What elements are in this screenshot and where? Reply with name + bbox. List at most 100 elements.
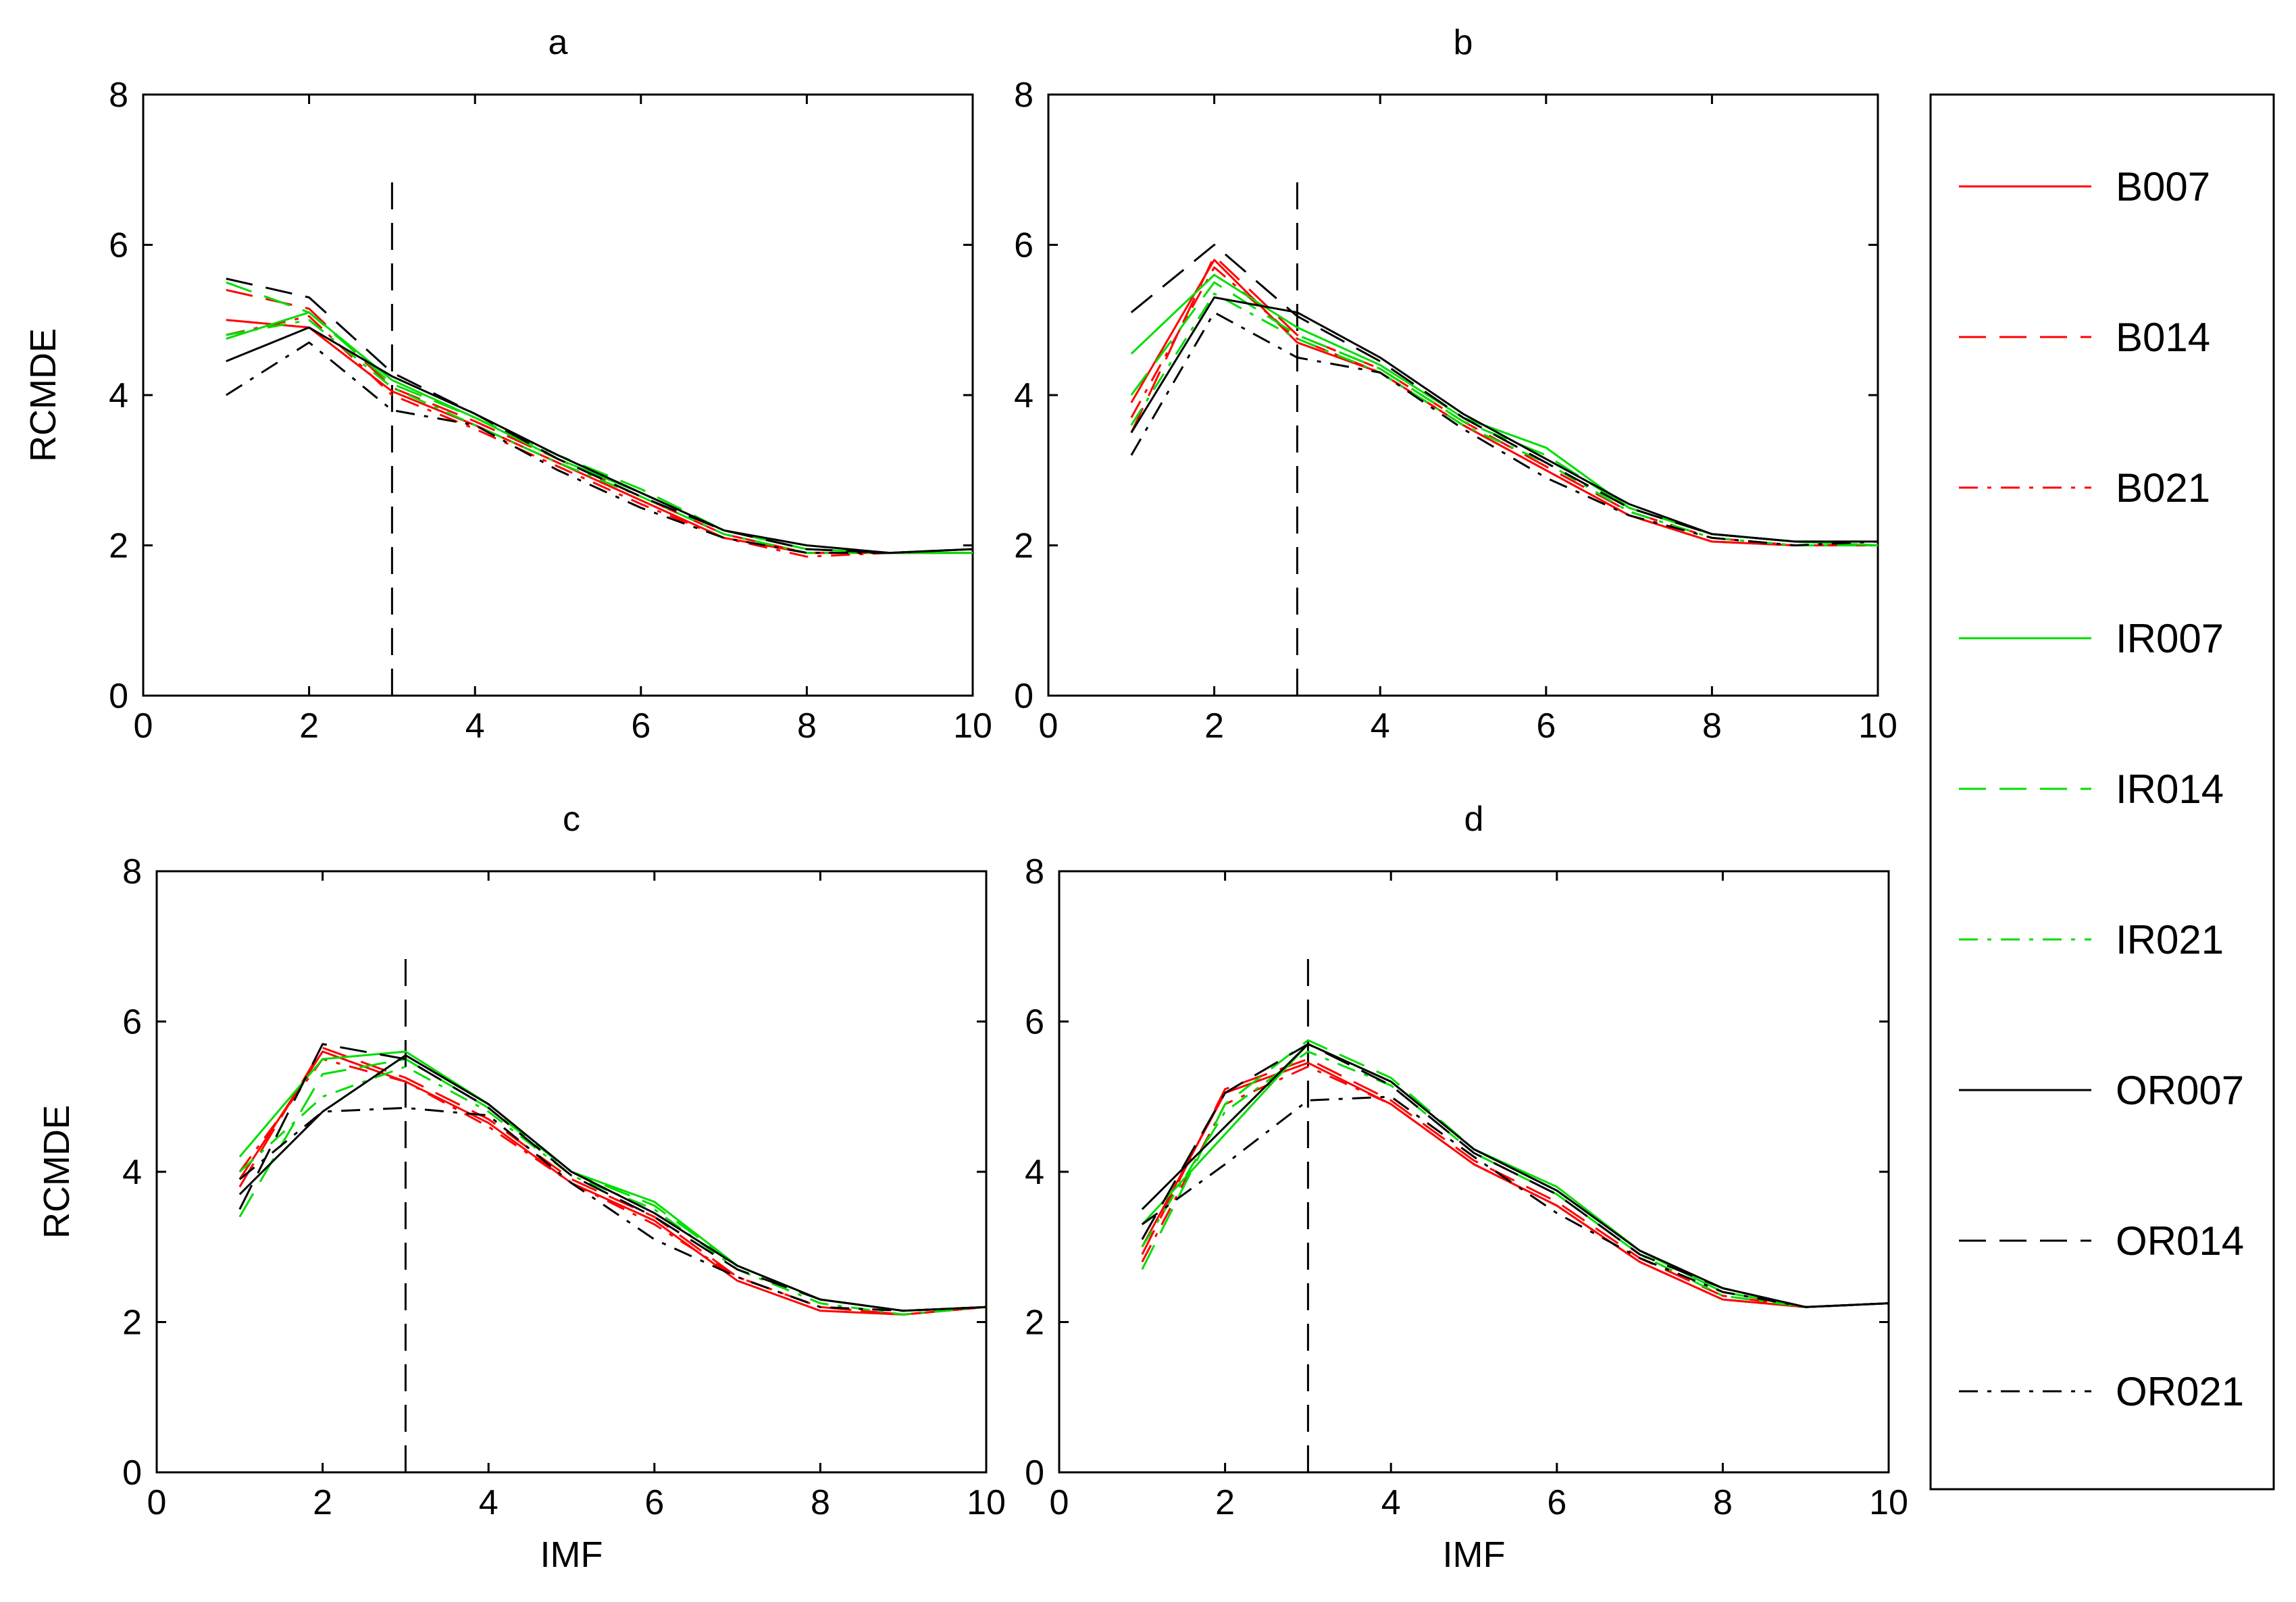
x-tick-label: 4 bbox=[465, 706, 485, 746]
x-axis-label: IMF bbox=[1443, 1534, 1506, 1575]
x-tick-label: 10 bbox=[1858, 706, 1897, 746]
series-line-or021 bbox=[1141, 1095, 1889, 1308]
legend-label-b007: B007 bbox=[2116, 164, 2210, 209]
panel-title: a bbox=[549, 23, 568, 62]
series-line-b014 bbox=[226, 288, 973, 554]
y-tick-label: 0 bbox=[109, 677, 128, 716]
y-tick-label: 0 bbox=[1025, 1453, 1044, 1493]
series-line-or007 bbox=[226, 326, 973, 554]
legend-label-ir021: IR021 bbox=[2116, 917, 2224, 962]
panel-title: b bbox=[1454, 23, 1473, 62]
series-line-ir007 bbox=[226, 311, 973, 554]
series-line-ir021 bbox=[1130, 292, 1878, 546]
x-tick-label: 8 bbox=[1713, 1483, 1733, 1522]
legend-label-b014: B014 bbox=[2116, 315, 2210, 360]
x-tick-label: 2 bbox=[1204, 706, 1224, 746]
series-line-or014 bbox=[1141, 1043, 1889, 1308]
x-tick-label: 0 bbox=[1050, 1483, 1069, 1522]
series-line-ir007 bbox=[238, 1050, 987, 1312]
series-line-ir021 bbox=[238, 1065, 987, 1316]
legend-label-ir014: IR014 bbox=[2116, 767, 2224, 812]
y-tick-label: 8 bbox=[122, 852, 142, 892]
series-line-or021 bbox=[238, 1106, 987, 1312]
x-axis-label: IMF bbox=[540, 1534, 603, 1575]
panel-title: d bbox=[1464, 800, 1484, 839]
x-tick-label: 6 bbox=[1547, 1483, 1566, 1522]
series-line-or007 bbox=[1141, 1043, 1889, 1308]
panel-d: 0 2 4 6 8 10 0 2 4 6 8 d IMF bbox=[1025, 800, 1908, 1575]
y-tick-label: 2 bbox=[122, 1303, 142, 1343]
x-tick-label: 10 bbox=[953, 706, 992, 746]
y-tick-label: 6 bbox=[1025, 1003, 1044, 1042]
panel-b: 0 2 4 6 8 10 0 2 4 6 8 b bbox=[1014, 23, 1897, 746]
legend-label-or014: OR014 bbox=[2116, 1218, 2244, 1264]
y-axis-label: RCMDE bbox=[23, 328, 63, 462]
y-tick-label: 6 bbox=[1014, 226, 1034, 265]
x-tick-label: 2 bbox=[1215, 1483, 1235, 1522]
y-axis-label: RCMDE bbox=[36, 1105, 77, 1239]
y-tick-label: 2 bbox=[1025, 1303, 1044, 1343]
x-tick-label: 2 bbox=[299, 706, 319, 746]
x-tick-label: 4 bbox=[479, 1483, 499, 1522]
x-tick-label: 4 bbox=[1381, 1483, 1401, 1522]
x-tick-label: 4 bbox=[1371, 706, 1390, 746]
series-line-ir007 bbox=[1141, 1043, 1889, 1308]
x-tick-label: 10 bbox=[1869, 1483, 1908, 1522]
series-line-b021 bbox=[238, 1058, 987, 1316]
series-line-ir014 bbox=[238, 1058, 987, 1312]
series-line-ir021 bbox=[226, 319, 973, 554]
y-tick-label: 4 bbox=[109, 376, 128, 415]
series-line-or014 bbox=[226, 278, 973, 554]
x-tick-label: 2 bbox=[313, 1483, 332, 1522]
x-tick-label: 8 bbox=[811, 1483, 830, 1522]
series-line-ir014 bbox=[226, 281, 973, 554]
x-tick-label: 6 bbox=[631, 706, 650, 746]
legend-label-or007: OR007 bbox=[2116, 1068, 2244, 1113]
series-line-or007 bbox=[1130, 296, 1878, 543]
series-line-or014 bbox=[238, 1043, 987, 1312]
legend-label-or021: OR021 bbox=[2116, 1369, 2244, 1414]
series-line-ir014 bbox=[1130, 281, 1879, 546]
y-tick-label: 4 bbox=[1025, 1153, 1044, 1192]
panel-c: 0 2 4 6 8 10 0 2 4 6 8 c RCMDE IMF bbox=[36, 800, 1006, 1575]
x-tick-label: 10 bbox=[967, 1483, 1006, 1522]
series-line-b021 bbox=[226, 315, 973, 558]
x-tick-label: 8 bbox=[1702, 706, 1722, 746]
panel-a: 0 2 4 6 8 10 0 2 4 6 8 a RCMDE bbox=[23, 23, 992, 746]
series-line-or014 bbox=[1130, 244, 1878, 543]
series-line-ir007 bbox=[1130, 274, 1879, 546]
y-tick-label: 6 bbox=[109, 226, 128, 265]
legend-box bbox=[1929, 93, 2275, 1491]
series-line-b007 bbox=[226, 319, 973, 554]
x-tick-label: 0 bbox=[1039, 706, 1058, 746]
axes-frame bbox=[1047, 93, 1879, 697]
y-tick-label: 4 bbox=[122, 1153, 142, 1192]
y-tick-label: 8 bbox=[1014, 76, 1034, 115]
series-line-or007 bbox=[238, 1054, 987, 1312]
y-tick-label: 8 bbox=[109, 76, 128, 115]
x-tick-label: 6 bbox=[1536, 706, 1556, 746]
x-tick-label: 8 bbox=[797, 706, 817, 746]
legend: B007 B014 B021 IR007 IR014 IR021 OR007 OR014 OR0… bbox=[1929, 93, 2275, 1491]
panel-title: c bbox=[563, 800, 580, 839]
x-tick-label: 0 bbox=[134, 706, 153, 746]
series-line-or021 bbox=[225, 341, 973, 554]
series-line-ir021 bbox=[1141, 1050, 1889, 1308]
y-tick-label: 2 bbox=[109, 527, 128, 566]
y-tick-label: 8 bbox=[1025, 852, 1044, 892]
y-tick-label: 0 bbox=[122, 1453, 142, 1493]
x-tick-label: 0 bbox=[147, 1483, 167, 1522]
series-line-or021 bbox=[1130, 311, 1879, 546]
legend-label-b021: B021 bbox=[2116, 465, 2210, 511]
y-tick-label: 0 bbox=[1014, 677, 1034, 716]
series-line-b014 bbox=[1141, 1058, 1889, 1308]
y-tick-label: 6 bbox=[122, 1003, 142, 1042]
y-tick-label: 4 bbox=[1014, 376, 1034, 415]
series-line-b021 bbox=[1130, 266, 1878, 546]
axes-frame bbox=[142, 93, 974, 697]
series-line-b014 bbox=[238, 1046, 987, 1316]
y-tick-label: 2 bbox=[1014, 527, 1034, 566]
x-tick-label: 6 bbox=[644, 1483, 664, 1522]
series-line-b014 bbox=[1130, 255, 1878, 546]
